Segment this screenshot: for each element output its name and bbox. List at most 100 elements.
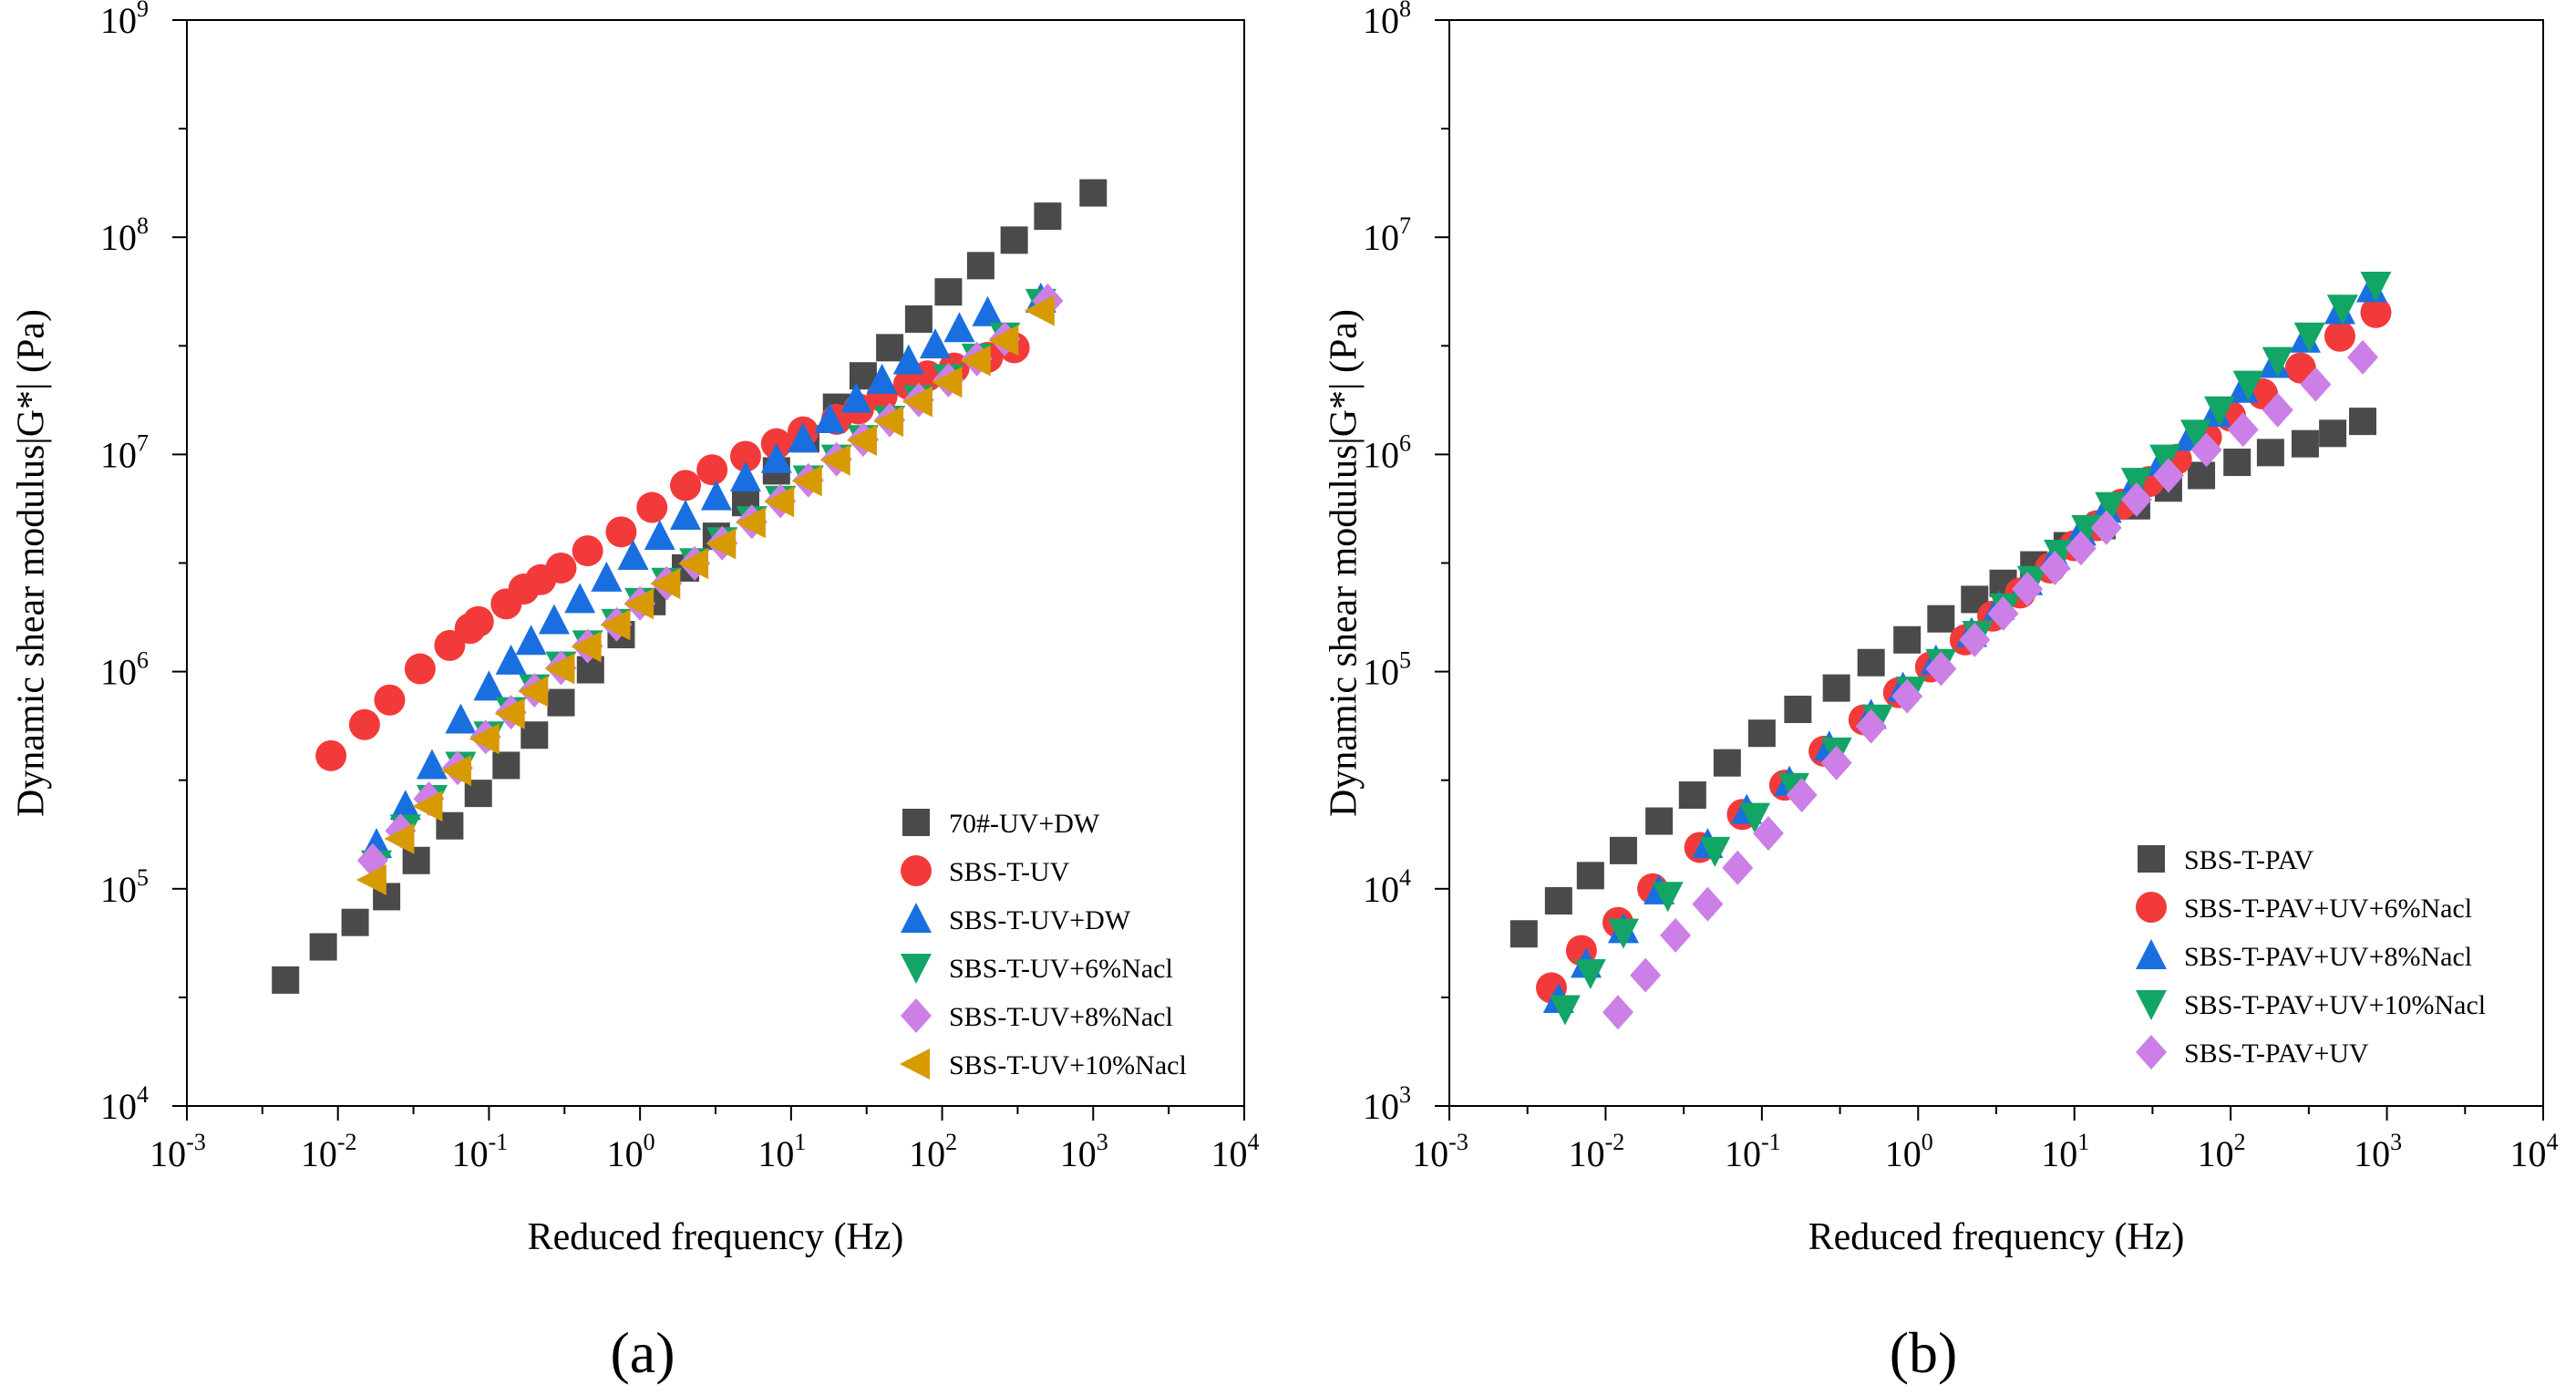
data-point — [494, 698, 525, 729]
data-point — [2071, 514, 2103, 545]
data-point — [678, 548, 709, 580]
data-point — [2039, 550, 2071, 585]
y-tick-label: 104 — [100, 1081, 149, 1127]
legend-marker — [902, 809, 930, 836]
data-point — [272, 966, 300, 994]
x-tick-exponent: 3 — [1097, 1129, 1108, 1155]
y-tick-label: 107 — [100, 429, 149, 475]
data-point — [1645, 807, 1674, 835]
data-point — [729, 461, 761, 492]
data-point — [564, 583, 596, 614]
y-tick-base: 10 — [1363, 869, 1399, 910]
data-point — [473, 670, 505, 701]
y-tick-exponent: 6 — [1399, 429, 1411, 456]
y-tick-base: 10 — [100, 1086, 137, 1127]
data-point — [441, 755, 472, 787]
x-tick-base: 10 — [2354, 1133, 2390, 1174]
data-point — [1630, 957, 1662, 993]
legend-label: SBS-T-PAV+UV — [2184, 1038, 2369, 1069]
x-tick-base: 10 — [149, 1133, 186, 1174]
x-tick-base: 10 — [2510, 1133, 2547, 1174]
data-point — [1034, 202, 1062, 231]
x-tick-exponent: -3 — [186, 1129, 206, 1155]
data-point — [814, 402, 846, 433]
data-point — [840, 382, 872, 413]
data-point — [700, 480, 732, 511]
data-point — [729, 440, 761, 472]
x-axis-title: Reduced frequency (Hz) — [528, 1216, 904, 1258]
y-tick-exponent: 3 — [1399, 1081, 1411, 1108]
data-point — [2095, 491, 2127, 522]
data-point — [402, 846, 430, 874]
data-point — [1752, 815, 1784, 851]
y-tick-base: 10 — [100, 869, 137, 910]
data-point — [2180, 419, 2212, 450]
data-point — [1549, 995, 1581, 1026]
x-tick-base: 10 — [1725, 1133, 1761, 1174]
x-tick-label: 103 — [2354, 1129, 2402, 1174]
data-point — [1660, 917, 1692, 953]
legend-marker — [900, 1049, 930, 1080]
data-point — [315, 739, 347, 771]
data-point — [988, 325, 1019, 356]
data-point — [2188, 461, 2216, 490]
y-tick-label: 103 — [1363, 1081, 1411, 1127]
y-tick-base: 10 — [100, 652, 137, 693]
legend-marker — [901, 954, 932, 984]
data-point — [605, 516, 637, 548]
data-point — [670, 500, 702, 531]
y-tick-label: 109 — [100, 0, 149, 41]
data-point — [943, 312, 975, 343]
data-point — [462, 605, 494, 637]
data-point — [972, 295, 1004, 326]
legend-marker — [2136, 939, 2167, 969]
y-tick-base: 10 — [1363, 217, 1399, 258]
data-point — [2360, 296, 2392, 328]
data-point — [1024, 294, 1055, 326]
x-tick-exponent: 3 — [2390, 1129, 2402, 1155]
data-point — [547, 688, 575, 717]
data-point — [846, 425, 877, 457]
y-tick-exponent: 7 — [137, 429, 149, 456]
data-point — [2223, 449, 2251, 477]
data-point — [2149, 444, 2181, 475]
y-tick-base: 10 — [1363, 652, 1399, 693]
y-tick-exponent: 5 — [1399, 647, 1411, 674]
data-point — [2319, 419, 2347, 448]
data-point — [1079, 179, 1108, 207]
x-tick-exponent: 0 — [1922, 1129, 1933, 1155]
x-tick-exponent: 0 — [644, 1129, 655, 1155]
x-tick-exponent: 1 — [794, 1129, 806, 1155]
data-point — [904, 305, 933, 333]
data-point — [434, 629, 466, 661]
data-point — [518, 676, 549, 708]
data-point — [309, 933, 337, 961]
data-point — [2190, 432, 2222, 468]
data-point — [2293, 322, 2325, 353]
data-point — [2227, 412, 2259, 448]
data-point — [404, 653, 436, 685]
data-point — [591, 561, 623, 592]
x-tick-exponent: -2 — [1605, 1129, 1625, 1155]
data-point — [571, 631, 602, 663]
series-sbs-t-pav-uv — [1602, 339, 2379, 1030]
data-point — [1893, 625, 1922, 654]
x-tick-label: 10-2 — [301, 1129, 357, 1174]
y-tick-base: 10 — [1363, 1086, 1399, 1127]
x-tick-exponent: 2 — [945, 1129, 957, 1155]
data-point — [960, 345, 991, 377]
data-point — [650, 568, 681, 600]
data-point — [1510, 920, 1538, 948]
data-point — [866, 363, 898, 394]
x-tick-base: 10 — [1060, 1133, 1097, 1174]
x-tick-base: 10 — [757, 1133, 794, 1174]
x-tick-label: 100 — [607, 1129, 655, 1174]
x-tick-exponent: 4 — [1248, 1129, 1260, 1155]
x-axis-title: Reduced frequency (Hz) — [1808, 1216, 2185, 1258]
legend-label: SBS-T-PAV+UV+10%Nacl — [2184, 990, 2486, 1020]
x-tick-label: 10-2 — [1569, 1129, 1625, 1174]
panel-label: (a) — [610, 1320, 675, 1385]
data-point — [1747, 719, 1776, 748]
data-point — [1544, 887, 1572, 915]
